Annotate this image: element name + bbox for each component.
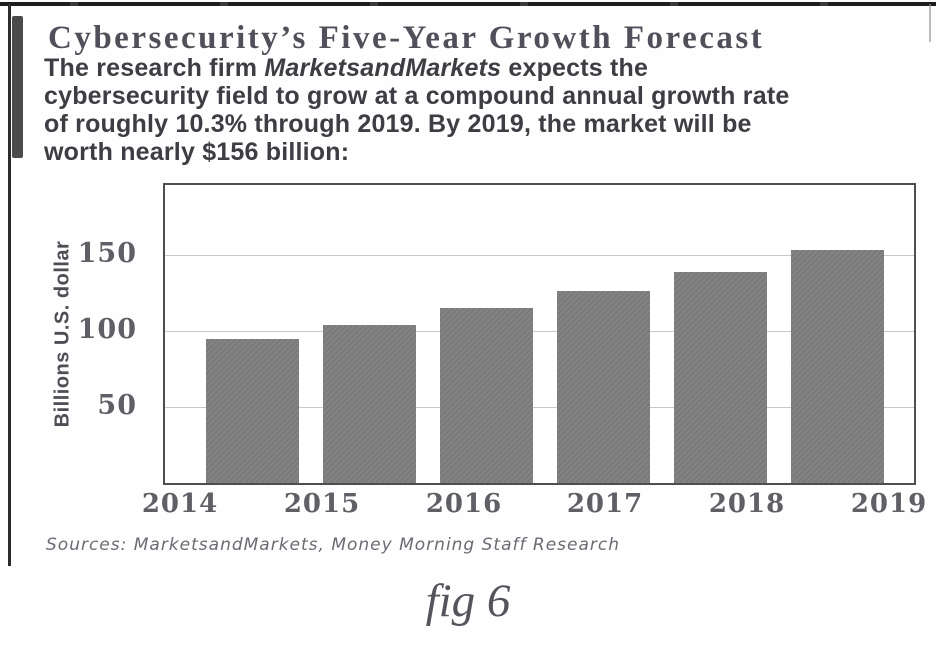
x-axis-label-2017: 2017 xyxy=(566,489,644,519)
bar-2019 xyxy=(791,250,884,483)
gridline-50 xyxy=(165,407,914,408)
gridline-100 xyxy=(165,331,914,332)
x-axis-label-2015: 2015 xyxy=(283,489,361,519)
scan-border-right xyxy=(929,4,931,42)
x-axis-label-2019: 2019 xyxy=(850,489,928,519)
bar-2014 xyxy=(206,339,299,483)
intro-line-1: The research firm MarketsandMarkets expe… xyxy=(44,54,924,82)
y-tick-50: 50 xyxy=(97,389,137,421)
bar-2017 xyxy=(557,291,650,483)
intro-line-4: worth nearly $156 billion: xyxy=(44,138,350,166)
gridline-150 xyxy=(165,255,914,256)
intro-line-2: cybersecurity field to grow at a compoun… xyxy=(44,82,790,110)
intro-paragraph: The research firm MarketsandMarkets expe… xyxy=(44,54,924,166)
chart-title: Cybersecurity’s Five-Year Growth Forecas… xyxy=(48,20,765,56)
intro-firm-name: MarketsandMarkets xyxy=(264,54,502,82)
bar-2015 xyxy=(323,325,416,483)
x-axis-label-2018: 2018 xyxy=(708,489,786,519)
x-axis-label-2014: 2014 xyxy=(141,489,219,519)
chart-plot-area: Billions U.S. dollar 50 100 150 2014 2015 201… xyxy=(52,183,926,519)
bar-2018 xyxy=(674,272,767,483)
y-tick-100: 100 xyxy=(77,313,137,345)
intro-line-3: of roughly 10.3% through 2019. By 2019, … xyxy=(44,110,752,138)
intro-line1-pre: The research firm xyxy=(44,54,265,82)
y-tick-150: 150 xyxy=(77,237,137,269)
y-axis-label: Billions U.S. dollar xyxy=(51,240,74,428)
bar-2016 xyxy=(440,308,533,483)
scan-border-top xyxy=(0,2,936,6)
scan-border-left xyxy=(8,4,11,566)
scan-shadow-strip xyxy=(12,16,23,158)
x-axis-label-2016: 2016 xyxy=(425,489,503,519)
sources-note: Sources: MarketsandMarkets, Money Mornin… xyxy=(46,535,620,555)
figure-caption: fig 6 xyxy=(425,575,511,627)
intro-line1-post: expects the xyxy=(501,54,649,82)
